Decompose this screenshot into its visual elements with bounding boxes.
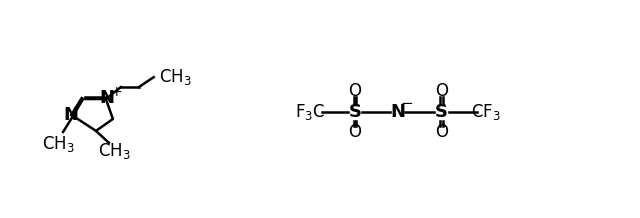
Text: CH$_3$: CH$_3$ xyxy=(159,67,191,87)
Text: CH$_3$: CH$_3$ xyxy=(97,141,131,161)
Text: −: − xyxy=(400,95,413,111)
Text: N: N xyxy=(99,89,115,107)
Text: CF$_3$: CF$_3$ xyxy=(472,102,501,122)
Text: O: O xyxy=(435,123,448,141)
Text: O: O xyxy=(348,123,362,141)
Text: CH$_3$: CH$_3$ xyxy=(42,134,74,154)
Text: S: S xyxy=(435,103,448,121)
Text: F$_3$C: F$_3$C xyxy=(295,102,325,122)
Text: S: S xyxy=(348,103,362,121)
Text: +: + xyxy=(110,85,122,99)
Text: O: O xyxy=(435,82,448,100)
Text: N: N xyxy=(63,106,79,124)
Text: O: O xyxy=(348,82,362,100)
Text: N: N xyxy=(390,103,405,121)
